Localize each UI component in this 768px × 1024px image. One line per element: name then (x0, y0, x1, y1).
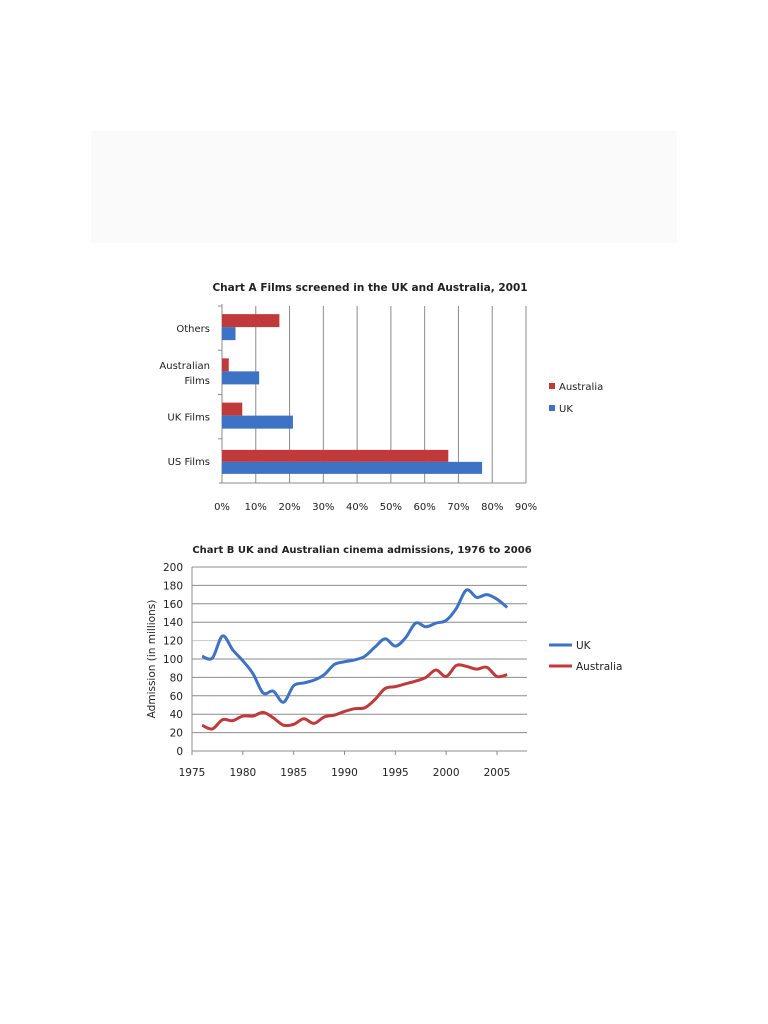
chart-a-x-tick-label: 50% (380, 502, 402, 513)
chart-b-x-tick-label: 2000 (433, 767, 460, 779)
chart-b-y-tick-label: 20 (170, 728, 183, 740)
chart-a-x-tick-label: 80% (481, 502, 503, 513)
chart-a-title: Chart A Films screened in the UK and Aus… (212, 282, 527, 294)
chart-a-category-label: UK Films (167, 413, 210, 424)
chart-b-legend-label: UK (576, 640, 592, 652)
chart-a-x-tick-label: 20% (278, 502, 300, 513)
chart-a-bar-australia (222, 402, 243, 416)
chart-a-x-tick-label: 40% (346, 502, 368, 513)
chart-b-x-tick-label: 1990 (331, 767, 358, 779)
chart-a-bar-australia (222, 314, 280, 328)
chart-a-bar-uk (222, 327, 236, 341)
chart-b-title: Chart B UK and Australian cinema admissi… (192, 545, 531, 556)
blank-header-band (91, 131, 677, 243)
chart-a-bar-australia (222, 358, 229, 372)
chart-a-bar-uk (222, 415, 293, 429)
chart-b-x-tick-label: 1985 (280, 767, 307, 779)
chart-a-bar-uk (222, 461, 483, 474)
chart-a-legend-label: Australia (559, 382, 603, 393)
chart-b-y-tick-label: 140 (163, 617, 183, 629)
chart-b-x-tick-label: 1975 (179, 767, 206, 779)
chart-a-x-tick-label: 60% (414, 502, 436, 513)
chart-b-x-tick-label: 1995 (382, 767, 409, 779)
chart-b-x-tick-label: 2005 (484, 767, 511, 779)
chart-b-x-tick-label: 1980 (229, 767, 256, 779)
chart-a-bar-australia (222, 449, 449, 462)
chart-a-x-tick-label: 70% (447, 502, 469, 513)
chart-b-y-tick-label: 160 (163, 599, 183, 611)
chart-b-line-australia (201, 663, 508, 731)
chart-a-category-label: US Films (168, 457, 210, 468)
chart-b-y-tick-label: 40 (170, 709, 183, 721)
chart-b-y-axis-label: Admission (in millions) (146, 600, 158, 719)
chart-a-category-label: Others (176, 324, 210, 335)
chart-b-line-uk (201, 588, 509, 704)
chart-a-x-tick-label: 10% (245, 502, 267, 513)
chart-a-x-tick-label: 90% (515, 502, 537, 513)
chart-b-y-tick-label: 200 (163, 562, 183, 574)
chart-b-y-tick-label: 60 (170, 691, 183, 703)
chart-b-legend-label: Australia (576, 661, 622, 673)
chart-a-bar-uk (222, 371, 260, 385)
chart-a-x-tick-label: 0% (214, 502, 230, 513)
chart-a-category-label: Films (184, 376, 210, 387)
chart-a-category-label: Australian (159, 361, 210, 372)
chart-b-y-tick-label: 100 (163, 654, 183, 666)
chart-b-y-tick-label: 180 (163, 580, 183, 592)
chart-a-legend-label: UK (559, 404, 573, 415)
chart-b-y-tick-label: 120 (163, 636, 183, 648)
chart-b-y-tick-label: 0 (176, 746, 183, 758)
chart-a-legend-swatch (549, 383, 555, 389)
chart-b-y-tick-label: 80 (170, 672, 183, 684)
chart-a-legend-swatch (549, 405, 555, 411)
chart-a-x-tick-label: 30% (312, 502, 334, 513)
